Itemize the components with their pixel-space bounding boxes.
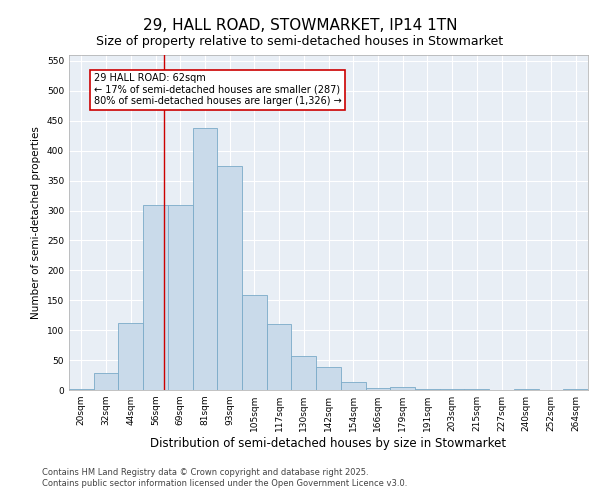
Y-axis label: Number of semi-detached properties: Number of semi-detached properties [31, 126, 41, 319]
Bar [316, 368, 341, 390]
Text: Contains HM Land Registry data © Crown copyright and database right 2025.
Contai: Contains HM Land Registry data © Crown c… [42, 468, 407, 487]
Bar [464, 389, 489, 390]
Bar [94, 373, 118, 390]
Text: 29, HALL ROAD, STOWMARKET, IP14 1TN: 29, HALL ROAD, STOWMARKET, IP14 1TN [143, 18, 457, 32]
Bar [390, 387, 415, 390]
Bar [118, 323, 143, 390]
Bar [69, 389, 94, 390]
Bar [267, 324, 292, 390]
X-axis label: Distribution of semi-detached houses by size in Stowmarket: Distribution of semi-detached houses by … [151, 437, 506, 450]
Bar [193, 128, 217, 390]
Bar [143, 204, 168, 390]
Bar [242, 296, 267, 390]
Bar [168, 204, 193, 390]
Bar [217, 166, 242, 390]
Bar [365, 388, 390, 390]
Text: Size of property relative to semi-detached houses in Stowmarket: Size of property relative to semi-detach… [97, 35, 503, 48]
Bar [341, 382, 365, 390]
Text: 29 HALL ROAD: 62sqm
← 17% of semi-detached houses are smaller (287)
80% of semi-: 29 HALL ROAD: 62sqm ← 17% of semi-detach… [94, 73, 341, 106]
Bar [292, 356, 316, 390]
